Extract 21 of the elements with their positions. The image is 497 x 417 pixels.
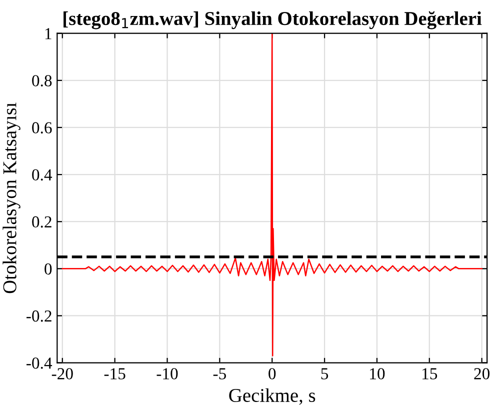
y-tick-label: 0.4: [32, 169, 52, 181]
y-tick-label: 1: [45, 28, 52, 40]
x-tick-label: -15: [104, 368, 126, 380]
y-tick-label: 0.8: [32, 75, 52, 86]
y-tick-label: 0: [44, 263, 52, 275]
x-tick-label: -5: [213, 368, 226, 380]
y-tick-label: -0.4: [26, 357, 52, 369]
x-tick-label: -10: [156, 368, 178, 380]
y-axis-title: Otokorelasyon Katsayısı: [2, 102, 20, 294]
y-tick-label: 0.2: [32, 216, 52, 228]
x-tick-label: 15: [422, 368, 438, 380]
x-tick-label: 10: [370, 368, 385, 380]
x-tick-label: 0: [268, 368, 276, 380]
line-series: [62, 33, 482, 356]
chart-title: [stego8$_{1}$zm.wav] Sinyalin Otokorelasyon Değerleri: [64, 11, 482, 30]
y-tick-label: -0.2: [26, 310, 52, 322]
x-axis-title: Gecikme, s: [229, 388, 316, 405]
y-tick-label: 0.6: [32, 122, 52, 134]
x-tick-label: 5: [321, 368, 328, 380]
x-tick-label: 20: [474, 368, 490, 380]
x-tick-label: -20: [52, 368, 73, 380]
